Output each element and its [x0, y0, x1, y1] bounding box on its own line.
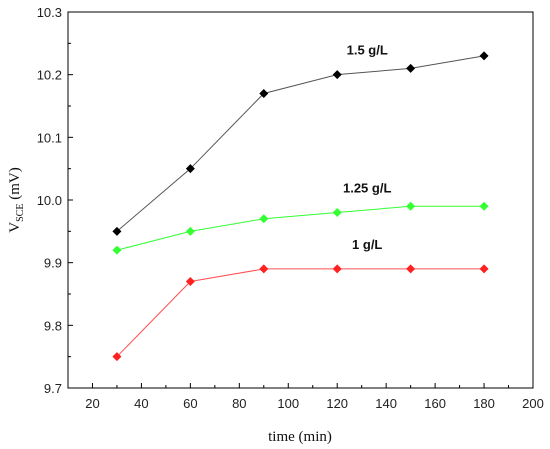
y-tick-label: 10.2 — [37, 68, 62, 83]
data-point — [479, 201, 489, 211]
y-axis-label-unit: (mV) — [7, 167, 23, 203]
x-tick-label: 20 — [85, 396, 99, 411]
data-point — [112, 245, 122, 255]
series-label: 1 g/L — [352, 237, 382, 252]
data-point — [185, 164, 195, 174]
series-label: 1.25 g/L — [343, 181, 391, 196]
data-point — [259, 214, 269, 224]
x-tick-label: 200 — [522, 396, 544, 411]
x-tick-label: 100 — [277, 396, 299, 411]
x-tick-label: 140 — [375, 396, 397, 411]
y-axis-label: VSCE (mV) — [7, 167, 26, 232]
y-axis: 9.7 9.8 9.9 10.0 10.1 10.2 10.3 — [37, 5, 73, 396]
series-group: 1.5 g/L — [112, 43, 489, 236]
y-tick-label: 10.3 — [37, 5, 62, 20]
x-tick-label: 60 — [183, 396, 197, 411]
data-point — [259, 264, 269, 274]
series-line — [116, 205, 485, 251]
x-tick-label: 160 — [424, 396, 446, 411]
y-axis-label-main: V — [7, 222, 23, 233]
data-point — [259, 88, 269, 98]
x-tick-label: 120 — [326, 396, 348, 411]
data-point — [479, 51, 489, 61]
y-axis-label-sub: SCE — [15, 204, 26, 222]
data-point — [112, 352, 122, 362]
y-tick-label: 9.8 — [44, 318, 62, 333]
data-point — [185, 226, 195, 236]
data-point — [185, 276, 195, 286]
y-tick-label: 9.7 — [44, 381, 62, 396]
series-label: 1.5 g/L — [347, 43, 388, 58]
data-point — [332, 264, 342, 274]
y-tick-label: 10.0 — [37, 193, 62, 208]
x-tick-label: 40 — [134, 396, 148, 411]
x-axis-label: time (min) — [268, 429, 332, 445]
x-axis: 20 40 60 80 100 120 140 160 180 200 — [67, 383, 544, 411]
y-tick-label: 9.9 — [44, 256, 62, 271]
x-tick-label: 80 — [232, 396, 246, 411]
data-point — [406, 201, 416, 211]
data-point — [406, 264, 416, 274]
plot-frame — [67, 11, 534, 389]
data-point — [332, 208, 342, 218]
series-line — [116, 268, 485, 358]
data-point — [332, 70, 342, 80]
series-line — [116, 55, 485, 232]
series-layer: 1.5 g/L 1.25 g/L 1 g/L — [112, 43, 489, 362]
series-group: 1.25 g/L — [112, 181, 489, 255]
x-tick-label: 180 — [473, 396, 495, 411]
data-point — [112, 226, 122, 236]
y-tick-label: 10.1 — [37, 130, 62, 145]
data-point — [406, 63, 416, 73]
data-point — [479, 264, 489, 274]
series-group: 1 g/L — [112, 237, 489, 362]
